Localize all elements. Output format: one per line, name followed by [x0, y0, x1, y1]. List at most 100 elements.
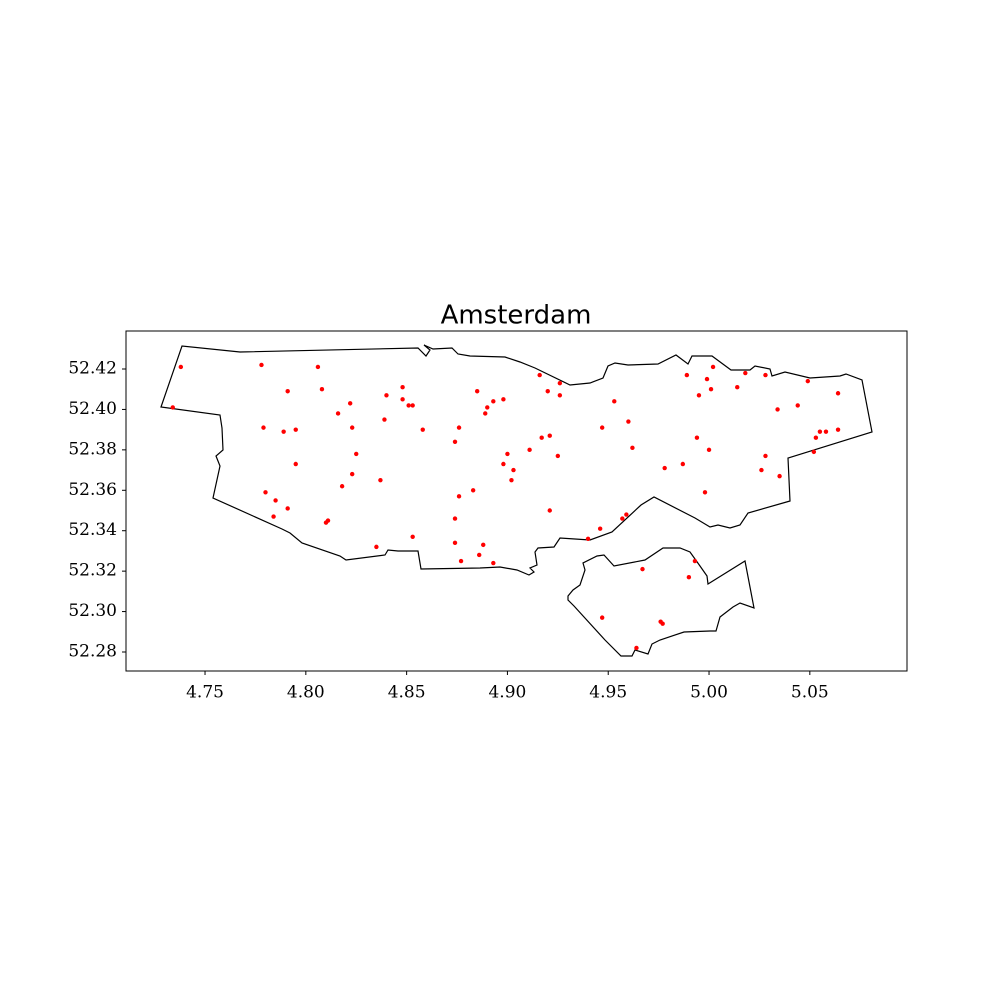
point	[684, 372, 690, 378]
point	[384, 393, 389, 398]
point	[557, 393, 563, 398]
point	[491, 560, 496, 566]
point	[271, 514, 276, 519]
point	[813, 435, 819, 440]
point	[456, 425, 462, 430]
point	[474, 389, 480, 394]
point	[458, 558, 464, 564]
point	[281, 429, 286, 434]
point	[702, 490, 708, 495]
point	[374, 544, 379, 550]
point	[823, 429, 829, 434]
axes-frame	[125, 330, 908, 672]
point	[501, 397, 506, 402]
point	[501, 461, 506, 467]
point	[505, 451, 510, 457]
point	[599, 615, 605, 620]
point	[261, 425, 266, 430]
point	[335, 411, 341, 416]
point	[775, 407, 780, 412]
point	[630, 445, 635, 451]
point	[777, 473, 782, 479]
x-tick-label: 4.85	[388, 683, 426, 703]
point	[481, 542, 486, 548]
point	[420, 427, 425, 432]
point	[470, 488, 476, 493]
point	[759, 467, 764, 473]
point	[293, 427, 298, 432]
city-outline	[160, 344, 873, 576]
point	[555, 453, 561, 459]
y-tick-label: 52.30	[68, 601, 117, 621]
point	[178, 364, 184, 370]
point	[339, 484, 345, 489]
point	[624, 512, 629, 517]
point	[347, 401, 353, 406]
point	[557, 380, 563, 386]
point	[400, 384, 405, 390]
point	[378, 477, 383, 483]
point	[491, 399, 496, 404]
point	[708, 387, 714, 392]
y-tick-label: 52.38	[68, 439, 117, 459]
point	[706, 447, 712, 453]
point	[259, 362, 264, 368]
point	[539, 435, 544, 440]
point	[710, 364, 716, 370]
chart-title: Amsterdam	[441, 301, 592, 331]
point	[323, 520, 329, 525]
point	[452, 516, 458, 521]
point	[585, 536, 591, 542]
point	[805, 378, 811, 384]
point	[835, 427, 841, 432]
point	[662, 465, 667, 471]
point	[634, 645, 639, 651]
point	[640, 566, 645, 572]
y-tick-label: 52.40	[68, 399, 117, 419]
point	[483, 411, 488, 416]
point	[382, 417, 387, 422]
point	[597, 526, 603, 531]
point	[686, 575, 692, 580]
point	[285, 389, 290, 394]
x-tick-label: 4.95	[589, 683, 627, 703]
point	[599, 425, 605, 430]
point	[537, 372, 542, 378]
y-tick-label: 52.36	[68, 480, 117, 500]
y-tick-label: 52.42	[68, 359, 117, 379]
point	[735, 384, 740, 390]
x-tick-label: 4.75	[186, 683, 224, 703]
point	[743, 370, 748, 376]
point	[527, 447, 532, 453]
point	[811, 449, 817, 455]
point	[696, 393, 702, 398]
point	[692, 558, 698, 564]
point	[315, 364, 321, 370]
point	[170, 405, 175, 410]
y-tick-label: 52.28	[68, 641, 117, 661]
point	[452, 540, 458, 546]
point	[511, 467, 516, 473]
point	[406, 403, 411, 408]
point	[763, 453, 768, 459]
x-tick-label: 5.05	[791, 683, 829, 703]
x-tick-label: 5.00	[690, 683, 728, 703]
point	[795, 403, 800, 408]
point	[273, 498, 278, 503]
point	[485, 405, 490, 410]
point	[263, 490, 268, 495]
point	[547, 508, 552, 513]
point	[660, 621, 665, 626]
point	[817, 429, 823, 434]
point	[835, 391, 841, 396]
point	[680, 461, 686, 467]
point	[349, 425, 355, 430]
y-tick-label: 52.32	[68, 561, 117, 581]
point	[456, 494, 462, 499]
point	[612, 399, 617, 404]
point	[349, 471, 355, 477]
point	[763, 372, 768, 378]
point	[410, 403, 415, 408]
y-tick-label: 52.34	[68, 520, 117, 540]
